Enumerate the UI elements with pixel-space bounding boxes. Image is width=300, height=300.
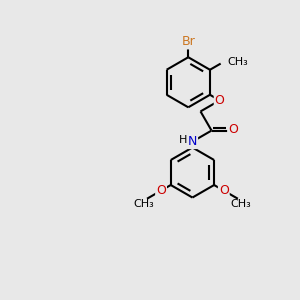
Text: CH₃: CH₃ [230,199,251,209]
Text: CH₃: CH₃ [227,57,248,67]
Text: CH₃: CH₃ [134,199,154,209]
Text: O: O [228,123,238,136]
Text: Br: Br [182,35,195,48]
Text: H: H [179,135,187,145]
Text: O: O [219,184,229,197]
Text: N: N [188,135,197,148]
Text: O: O [156,184,166,197]
Text: O: O [215,94,225,107]
